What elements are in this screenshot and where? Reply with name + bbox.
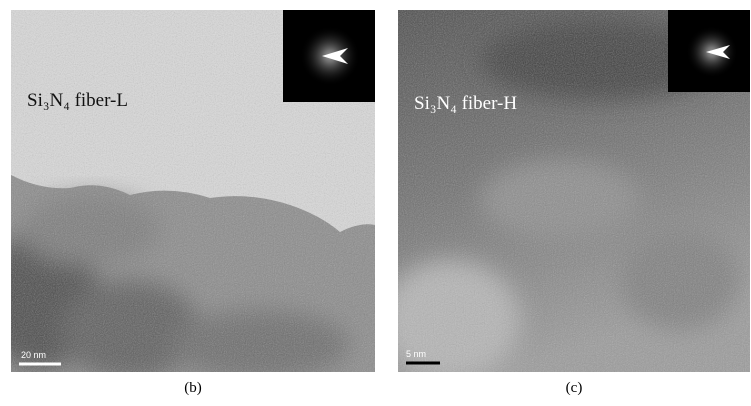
panel-label: Si₃N₄ fiber-L [27,90,128,111]
panel-caption: (b) [184,380,202,396]
micrograph-b [0,10,375,380]
panel-caption: (c) [566,380,583,396]
figure: Si₃N₄ fiber-L 20 nm Si₃N₄ fiber-H 5 nm (… [0,0,751,406]
scale-bar-label: 20 nm [21,350,46,360]
panel-label: Si₃N₄ fiber-H [414,93,517,114]
micrograph-c [380,10,750,380]
scale-bar-label: 5 nm [406,349,426,359]
